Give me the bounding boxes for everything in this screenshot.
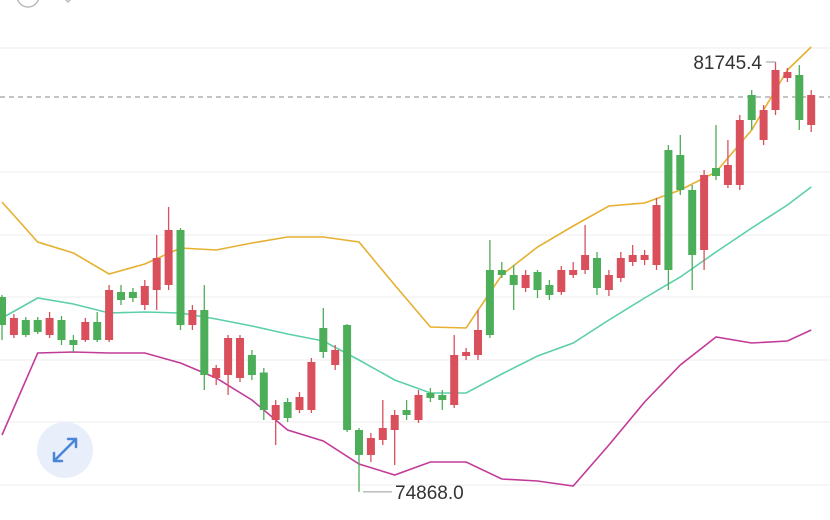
candle-body	[509, 275, 518, 285]
candle-body	[45, 318, 54, 335]
candle-body	[152, 258, 161, 290]
candle-body	[581, 255, 590, 270]
candle-body	[164, 230, 173, 285]
candle-body	[140, 286, 149, 305]
candle-body	[497, 270, 506, 275]
candle-body	[33, 320, 42, 332]
band-line	[1, 186, 812, 394]
candle-body	[21, 320, 30, 335]
candle-body	[688, 190, 697, 255]
candle-body	[771, 70, 780, 110]
tool-icon[interactable]	[16, 0, 40, 8]
candle-body	[676, 155, 685, 190]
candle-body	[759, 110, 768, 140]
candle-body	[236, 338, 244, 378]
candle-body	[9, 318, 18, 335]
candle-body	[557, 270, 566, 292]
candle-body	[474, 330, 482, 355]
candle-body	[652, 205, 661, 265]
candle-body	[783, 72, 792, 78]
candle-body	[355, 430, 363, 455]
candle-body	[247, 355, 256, 375]
candle-body	[414, 395, 423, 420]
candle-body	[176, 230, 185, 325]
candle-body	[295, 397, 304, 410]
candle-body	[545, 285, 554, 295]
candle-body	[271, 405, 280, 420]
plot: 81745.4 74868.0	[0, 46, 830, 504]
candle-body	[0, 297, 6, 325]
candle-body	[700, 175, 709, 250]
candle-body	[628, 255, 637, 262]
candle-body	[462, 352, 471, 356]
candle-body	[307, 362, 316, 410]
candle-body	[81, 322, 90, 340]
candle-body	[616, 258, 625, 278]
candle-body	[723, 165, 732, 185]
high-label: 81745.4	[693, 53, 762, 74]
candle-body	[795, 75, 804, 120]
candle-body	[57, 320, 66, 340]
candle-body	[319, 328, 328, 352]
candle-body	[117, 292, 125, 300]
candle-body	[735, 120, 744, 185]
band-line	[1, 46, 812, 329]
candle-body	[378, 428, 387, 440]
expand-icon[interactable]	[52, 437, 78, 463]
candle-body	[485, 270, 494, 335]
candle-body	[105, 290, 114, 340]
candle-body	[93, 322, 102, 340]
candle-body	[128, 292, 137, 298]
toolbar-icons	[16, 0, 76, 8]
candle-body	[807, 95, 816, 125]
candle-body	[331, 350, 340, 365]
candle-body	[521, 275, 530, 288]
candle-body	[366, 438, 375, 455]
band-line	[1, 329, 812, 487]
candle-body	[259, 372, 268, 410]
candle-body	[283, 402, 292, 418]
tool-icon[interactable]	[60, 0, 76, 4]
candle-body	[390, 415, 399, 430]
candle-body	[212, 368, 221, 378]
candle-body	[712, 168, 720, 176]
candle-body	[188, 310, 197, 325]
candle-body	[402, 410, 411, 415]
candle-body	[69, 340, 78, 345]
candle-body	[747, 95, 756, 120]
candle-body	[450, 355, 459, 405]
grid	[0, 47, 830, 486]
candle-body	[604, 275, 613, 290]
low-label: 74868.0	[395, 483, 464, 504]
candle-body	[438, 395, 447, 400]
candle-body	[533, 272, 542, 290]
candle-body	[664, 150, 673, 270]
candle-body	[640, 255, 649, 260]
expand-button[interactable]	[37, 422, 93, 478]
candle-body	[224, 338, 233, 375]
candle-body	[426, 393, 435, 398]
candle-body	[593, 258, 601, 288]
candle-body	[343, 325, 352, 430]
candle-body	[200, 310, 209, 375]
candle-body	[569, 270, 578, 275]
